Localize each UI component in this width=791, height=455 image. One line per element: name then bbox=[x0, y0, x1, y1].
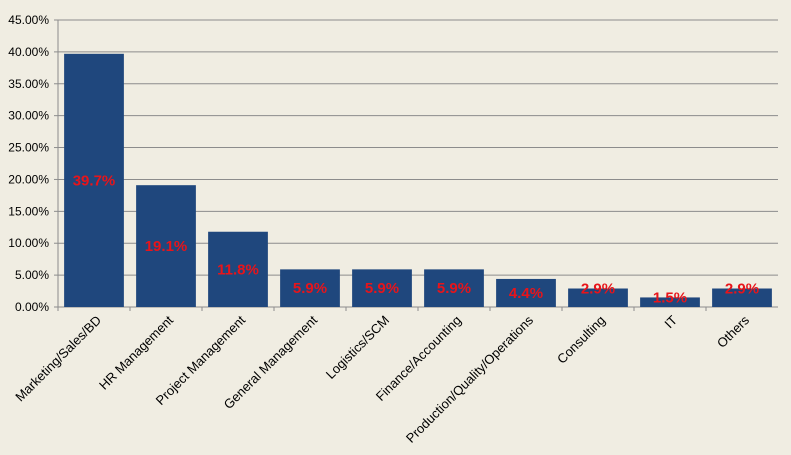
category-label: HR Management bbox=[96, 312, 176, 392]
y-tick-label: 35.00% bbox=[8, 77, 49, 91]
bar bbox=[712, 288, 772, 307]
data-label: 5.9% bbox=[437, 280, 471, 297]
y-tick-label: 0.00% bbox=[15, 300, 49, 314]
y-tick-label: 45.00% bbox=[8, 13, 49, 27]
category-label: Consulting bbox=[554, 313, 608, 367]
data-label: 1.5% bbox=[653, 289, 687, 306]
bar bbox=[496, 278, 556, 307]
y-tick-label: 5.00% bbox=[15, 268, 49, 282]
category-label: Logistics/SCM bbox=[323, 313, 392, 382]
data-label: 19.1% bbox=[145, 238, 188, 255]
bar bbox=[136, 185, 196, 307]
category-label: IT bbox=[661, 312, 680, 331]
y-tick-label: 40.00% bbox=[8, 45, 49, 59]
category-label: Others bbox=[714, 312, 753, 351]
category-label: Marketing/Sales/BD bbox=[12, 313, 104, 405]
y-tick-label: 20.00% bbox=[8, 172, 49, 186]
bar bbox=[64, 53, 124, 308]
data-label: 39.7% bbox=[73, 172, 116, 189]
data-label: 11.8% bbox=[217, 261, 259, 278]
bar bbox=[352, 269, 412, 307]
category-label: Production/Quality/Operations bbox=[403, 312, 537, 446]
y-tick-labels: 0.00% 5.00% 10.00% 15.00% 20.00% 25.00% 30.00%… bbox=[8, 13, 49, 314]
data-label: 2.9% bbox=[725, 281, 759, 298]
y-tick-label: 15.00% bbox=[8, 204, 49, 218]
bar bbox=[424, 269, 484, 307]
data-label: 5.9% bbox=[293, 280, 327, 297]
bar bbox=[640, 297, 700, 307]
bar bbox=[208, 231, 268, 307]
bar bbox=[280, 269, 340, 307]
y-tick-label: 25.00% bbox=[8, 141, 49, 155]
data-label: 5.9% bbox=[365, 280, 399, 297]
bars bbox=[57, 53, 772, 311]
data-labels: 39.7% 19.1% 11.8% 5.9% 5.9% 5.9% 4.4% 2.9% 1.5% 2… bbox=[73, 172, 759, 306]
data-label: 2.9% bbox=[581, 281, 615, 298]
bar bbox=[568, 288, 628, 307]
data-label: 4.4% bbox=[509, 285, 543, 302]
y-tick-label: 30.00% bbox=[8, 109, 49, 123]
y-tick-label: 10.00% bbox=[8, 236, 49, 250]
